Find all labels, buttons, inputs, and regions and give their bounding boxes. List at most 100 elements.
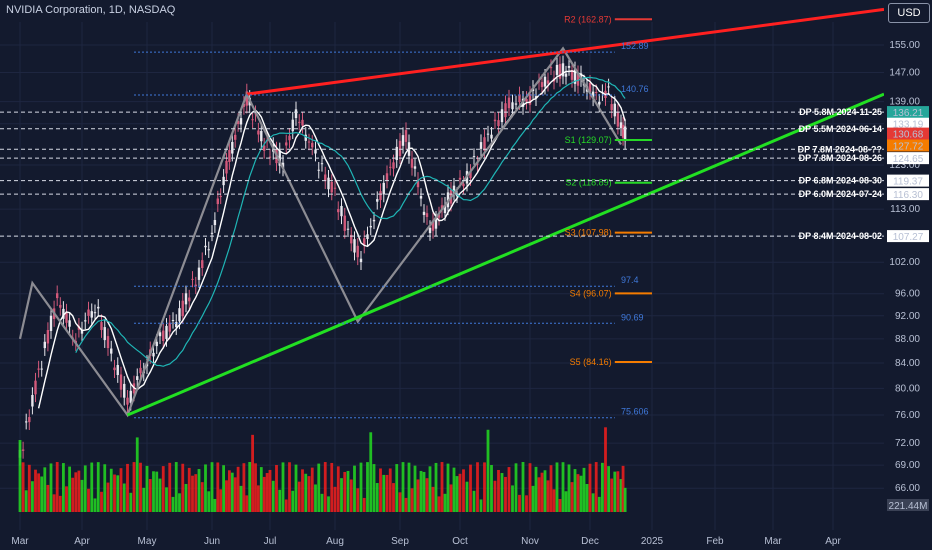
volume-bar (204, 464, 207, 512)
candle-body (616, 111, 620, 127)
candle-body (93, 312, 97, 314)
volume-bar (225, 480, 228, 512)
volume-bar (356, 488, 360, 512)
time-tick: Feb (706, 536, 724, 547)
candle-body (401, 135, 405, 146)
volume-bar (245, 495, 249, 512)
candle-body (382, 182, 385, 195)
candle-body (479, 142, 483, 149)
candle-body (281, 162, 285, 169)
candle-body (540, 82, 544, 88)
volume-bar (132, 462, 136, 512)
dotted-level-label: 140.76 (621, 84, 649, 94)
volume-bar (304, 473, 308, 512)
candle-body (504, 103, 507, 118)
volume-bar (228, 470, 231, 512)
currency-button[interactable]: USD (888, 3, 930, 23)
volume-bar (525, 495, 528, 512)
candle-body (525, 98, 528, 102)
candle-body (613, 103, 616, 117)
volume-bar (27, 464, 31, 512)
volume-bar (604, 427, 607, 512)
volume-bar (187, 467, 191, 512)
candle-body (389, 166, 392, 168)
candle-body (236, 121, 240, 124)
candle-body (263, 145, 266, 151)
price-tag-label: 124.65 (893, 154, 924, 165)
volume-bar (616, 471, 620, 512)
volume-bar (340, 478, 343, 512)
candle-body (385, 173, 389, 181)
candle-body (162, 330, 165, 342)
volume-bar (219, 489, 223, 512)
price-tag (887, 139, 929, 152)
upper-trendline (246, 7, 885, 96)
volume-bar (546, 480, 550, 512)
volume-bar (52, 494, 56, 512)
volume-bar (497, 469, 500, 512)
volume-bar (419, 470, 423, 512)
volume-bar (446, 463, 450, 512)
candle-body (251, 119, 254, 121)
candle-body (119, 374, 123, 390)
candle-body (570, 70, 574, 80)
volume-bar (103, 464, 107, 512)
volume-bar (440, 462, 444, 512)
candle-body (260, 130, 263, 142)
volume-bar (83, 465, 87, 512)
candle-body (21, 449, 25, 451)
price-tick: 96.00 (895, 289, 920, 300)
candle-body (333, 187, 337, 189)
volume-bar (507, 467, 511, 512)
candle-body (346, 228, 350, 230)
volume-bar (58, 495, 62, 512)
candle-body (598, 101, 601, 105)
candle-body (123, 383, 126, 398)
volume-bar (452, 467, 456, 512)
candle-body (84, 320, 87, 322)
candle-body (595, 92, 598, 94)
volume-bar (301, 469, 304, 512)
volume-bar (476, 462, 479, 512)
volume-bar (561, 462, 565, 512)
candle-body (158, 332, 162, 337)
candle-body (434, 218, 438, 229)
candle-body (490, 134, 493, 139)
volume-bar (294, 464, 298, 512)
candle-body (116, 365, 119, 376)
volume-bar (437, 496, 441, 512)
chart-title: NVIDIA Corporation, 1D, NASDAQ (6, 4, 176, 16)
candle-body (197, 267, 201, 280)
candle-body (210, 232, 214, 234)
price-tick: 123.00 (889, 160, 920, 171)
candle-body (129, 390, 132, 403)
candle-body (46, 330, 50, 344)
volume-bar (465, 481, 469, 512)
volume-bar (161, 466, 165, 512)
candle-body (431, 220, 435, 231)
volume-bar (139, 462, 142, 512)
volume-bar (601, 462, 604, 512)
volume-bar (135, 437, 139, 512)
candle-body (257, 130, 260, 135)
candle-body (573, 69, 577, 84)
lower-trendline (126, 92, 885, 417)
candle-body (317, 169, 320, 171)
price-tag-label: 127.72 (893, 142, 924, 153)
candle-body (106, 336, 110, 349)
volume-bar (233, 477, 237, 512)
volume-bar (366, 462, 369, 512)
time-tick: Jun (204, 536, 220, 547)
volume-bar (168, 462, 172, 512)
volume-bar (310, 467, 314, 512)
candle-body (486, 133, 490, 135)
candle-body (320, 163, 324, 165)
price-tick: 92.00 (895, 311, 920, 322)
price-tick: 155.00 (889, 40, 920, 51)
volume-bar (416, 479, 420, 512)
volume-bar (145, 465, 149, 512)
volume-bar (327, 496, 330, 512)
volume-bar (395, 464, 399, 512)
